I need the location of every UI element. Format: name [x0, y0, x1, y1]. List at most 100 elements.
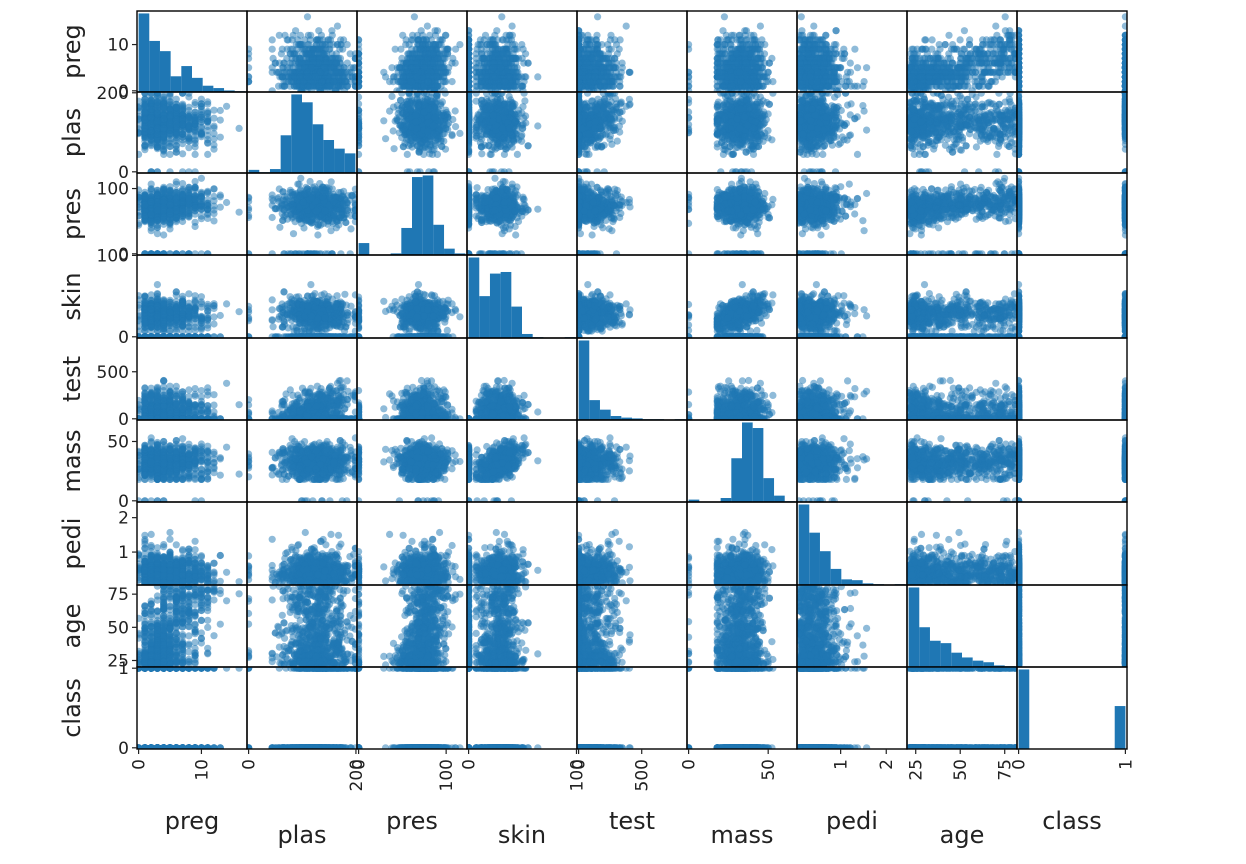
scatter-point [961, 27, 968, 34]
scatter-point [452, 46, 459, 53]
scatter-point [313, 73, 320, 80]
scatter-point [814, 78, 821, 85]
scatter-point [334, 23, 341, 30]
scatter-point [433, 73, 440, 80]
scatter-point [509, 32, 516, 39]
hist-bar-preg-3 [171, 76, 182, 92]
scatter-point [444, 50, 451, 57]
scatter-point [278, 50, 285, 57]
scatter-point [843, 73, 850, 80]
scatter-point [737, 78, 744, 85]
scatter-point [575, 50, 582, 57]
scatter-point [685, 73, 692, 80]
scatter-point [581, 64, 588, 71]
scatter-point [509, 41, 516, 48]
scatter-point [614, 50, 621, 57]
panel-preg-vs-skin [465, 13, 541, 94]
scatter-point [333, 69, 340, 76]
scatter-point [498, 13, 505, 20]
scatter-point [442, 78, 449, 85]
scatter-point [332, 87, 339, 94]
scatter-point [807, 73, 814, 80]
scatter-point [438, 64, 445, 71]
scatter-point [714, 36, 721, 43]
panel-preg-vs-test [575, 13, 634, 94]
scatter-point [722, 50, 729, 57]
scatter-point [499, 36, 506, 43]
scatter-point [583, 41, 590, 48]
scatter-point [842, 83, 849, 90]
scatter-point [685, 83, 692, 90]
scatter-point [396, 64, 403, 71]
panel-preg-vs-mass [685, 13, 777, 94]
scatter-point [837, 64, 844, 71]
hist-bar-preg-6 [203, 86, 214, 92]
scatter-point [287, 50, 294, 57]
scatter-point [847, 60, 854, 67]
scatter-point [821, 60, 828, 67]
scatter-point [432, 27, 439, 34]
scatter-point [340, 36, 347, 43]
scatter-point [290, 32, 297, 39]
scatter-point [304, 73, 311, 80]
scatter-point [432, 41, 439, 48]
scatter-point [392, 46, 399, 53]
scatter-point [822, 73, 829, 80]
scatter-point [716, 69, 723, 76]
scatter-point [492, 50, 499, 57]
scatter-point [729, 83, 736, 90]
scatter-point [508, 60, 515, 67]
scatter-point [741, 27, 748, 34]
scatter-point [315, 83, 322, 90]
panel-preg-vs-age [905, 13, 1019, 94]
scatter-point [721, 13, 728, 20]
scatter-point [534, 73, 541, 80]
scatter-point [269, 36, 276, 43]
scatter-point [342, 69, 349, 76]
scatter-point [414, 73, 421, 80]
scatter-point [480, 55, 487, 62]
scatter-point [859, 83, 866, 90]
scatter-point [832, 27, 839, 34]
scatter-point [721, 41, 728, 48]
scatter-point [623, 23, 630, 30]
scatter-point [285, 73, 292, 80]
scatter-point [272, 60, 279, 67]
scatter-point [320, 50, 327, 57]
scatter-point [430, 50, 437, 57]
scatter-point [591, 73, 598, 80]
scatter-point [594, 13, 601, 20]
scatter-point [760, 73, 767, 80]
scatter-point [750, 73, 757, 80]
scatter-point [626, 69, 633, 76]
panel-preg-vs-plas [245, 13, 359, 94]
scatter-point [465, 69, 472, 76]
scatter-point [598, 41, 605, 48]
scatter-point [743, 60, 750, 67]
scatter-point [743, 73, 750, 80]
scatter-point [598, 64, 605, 71]
scatter-point [489, 36, 496, 43]
scatter-point [475, 69, 482, 76]
scatter-point [619, 64, 626, 71]
scatter-point [465, 60, 472, 67]
scatter-point [307, 36, 314, 43]
panel-preg-vs-pedi [795, 13, 870, 94]
scatter-point [805, 50, 812, 57]
panel-preg-vs-preg [139, 13, 246, 92]
scatter-point [741, 50, 748, 57]
scatter-point [831, 69, 838, 76]
scatter-point [593, 36, 600, 43]
scatter-point [798, 13, 805, 20]
scatter-point [822, 32, 829, 39]
scatter-point [425, 41, 432, 48]
scatter-point [736, 69, 743, 76]
scatter-point [321, 64, 328, 71]
scatter-point [476, 41, 483, 48]
scatter-point [449, 78, 456, 85]
scatter-point [812, 64, 819, 71]
scatter-point [308, 50, 315, 57]
scatter-point [724, 64, 731, 71]
scatter-point [733, 50, 740, 57]
scatter-point [522, 50, 529, 57]
